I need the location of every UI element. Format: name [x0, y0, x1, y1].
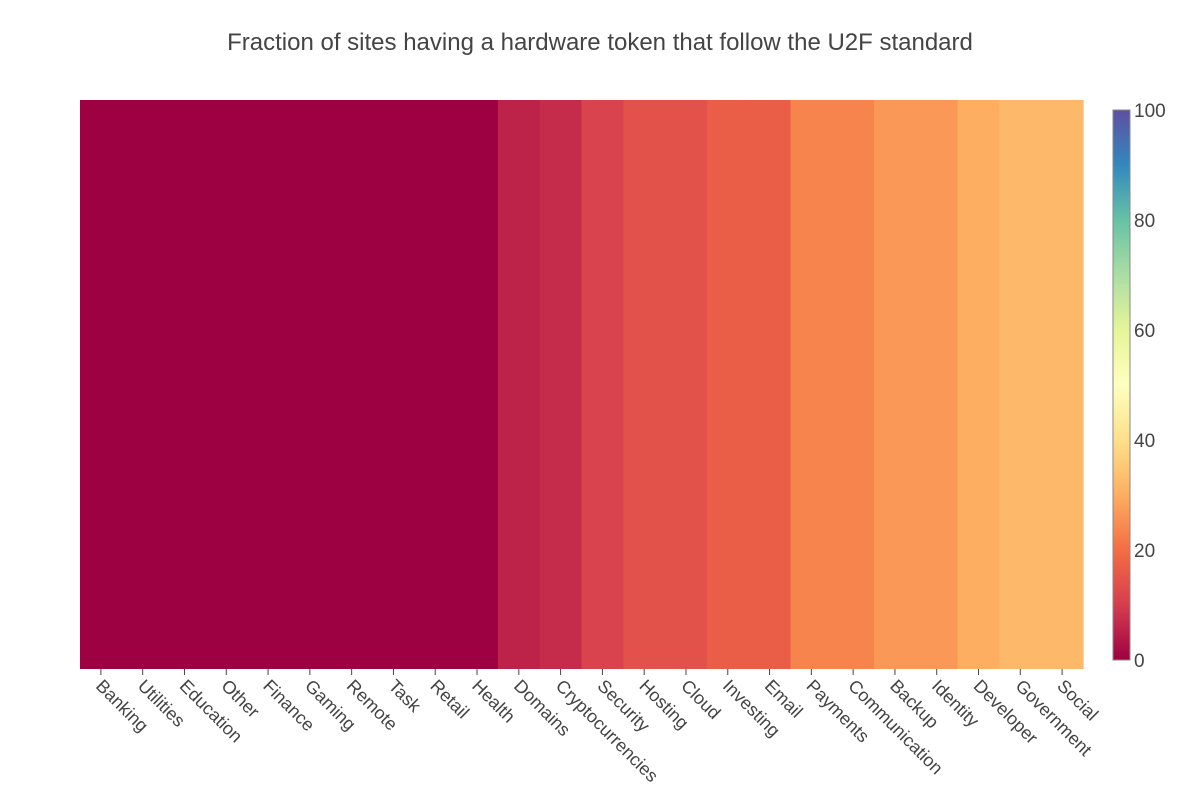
heatmap-cell-task [372, 100, 415, 669]
heatmap-cell-finance [247, 100, 290, 669]
heatmap-cell-utilities [121, 100, 165, 669]
colorbar-tick-label: 0 [1134, 651, 1145, 672]
heatmap-cell-hosting [623, 100, 666, 669]
heatmap-cell-social [1041, 100, 1084, 669]
heatmap-cell-backup [874, 100, 917, 669]
heatmap-cell-investing [706, 100, 750, 669]
heatmap-cell-domains [497, 100, 541, 669]
x-tick-label: Retail [426, 676, 473, 723]
x-tick-label: Health [468, 676, 519, 727]
heatmap-cell-education [163, 100, 206, 669]
chart-title: Fraction of sites having a hardware toke… [227, 29, 973, 56]
heatmap-cell-banking [80, 100, 123, 669]
colorbar-tick-label: 40 [1134, 431, 1155, 452]
heatmap-cell-remote [330, 100, 374, 669]
heatmap-cell-communication [832, 100, 875, 669]
heatmap-cell-payments [790, 100, 833, 669]
heatmap-cell-health [456, 100, 499, 669]
heatmap-cell-other [205, 100, 248, 669]
heatmap-cell-cloud [665, 100, 708, 669]
colorbar-tick-label: 80 [1134, 211, 1155, 232]
heatmap-cell-email [748, 100, 792, 669]
colorbar-tick-label: 20 [1134, 541, 1155, 562]
heatmap-cell-cryptocurrencies [539, 100, 583, 669]
colorbar [1112, 109, 1131, 661]
heatmap-cell-government [999, 100, 1042, 669]
heatmap-cell-gaming [288, 100, 332, 669]
heatmap-cell-developer [957, 100, 1001, 669]
colorbar-tick-label: 60 [1134, 321, 1155, 342]
heatmap-cell-identity [915, 100, 959, 669]
colorbar-tick-label: 100 [1134, 101, 1166, 122]
heatmap-cell-retail [414, 100, 457, 669]
heatmap-cell-security [581, 100, 624, 669]
